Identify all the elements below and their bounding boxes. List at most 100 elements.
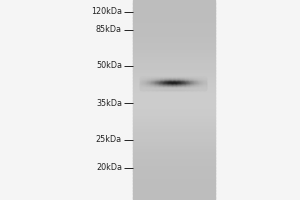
Bar (176, 80, 177, 81)
Bar (204, 86, 206, 87)
Bar (181, 87, 182, 88)
Bar (193, 79, 194, 80)
Bar (204, 88, 206, 89)
Bar (193, 86, 194, 87)
Bar (193, 82, 194, 84)
Bar (172, 82, 173, 83)
Bar (172, 87, 174, 88)
Bar (178, 86, 179, 87)
Bar (191, 77, 193, 78)
Bar (164, 81, 166, 82)
Bar (160, 78, 161, 79)
Bar (179, 83, 180, 84)
Bar (145, 80, 146, 81)
Bar (194, 87, 195, 88)
Bar (191, 85, 193, 86)
Bar (154, 78, 156, 79)
Bar (146, 79, 147, 80)
Bar (185, 83, 186, 84)
Bar (150, 80, 151, 81)
Bar (152, 83, 153, 84)
Bar (196, 86, 197, 87)
Bar (174, 84, 176, 85)
Bar (161, 78, 162, 79)
Bar (202, 87, 203, 88)
Bar (187, 81, 188, 82)
Bar (175, 88, 176, 90)
Bar (164, 86, 165, 87)
Bar (190, 88, 191, 89)
Bar (201, 83, 202, 84)
Bar (158, 85, 159, 86)
Bar (202, 84, 204, 85)
Bar (179, 80, 180, 81)
Bar (189, 88, 190, 89)
Bar (160, 82, 161, 83)
Bar (133, 173, 215, 178)
Bar (199, 82, 200, 83)
Bar (166, 78, 167, 79)
Bar (169, 80, 171, 81)
Bar (153, 87, 154, 88)
Bar (154, 85, 155, 86)
Bar (183, 82, 184, 84)
Bar (157, 88, 158, 90)
Bar (133, 77, 215, 81)
Bar (172, 80, 174, 81)
Bar (194, 81, 195, 82)
Bar (156, 86, 158, 87)
Bar (156, 81, 158, 82)
Bar (186, 82, 188, 84)
Bar (204, 84, 206, 85)
Bar (158, 84, 159, 85)
Bar (148, 82, 149, 84)
Bar (201, 85, 202, 86)
Bar (151, 86, 152, 87)
Bar (151, 85, 152, 86)
Bar (182, 79, 183, 80)
Bar (150, 87, 151, 88)
Bar (195, 82, 196, 84)
Bar (170, 85, 171, 86)
Bar (155, 84, 157, 85)
Bar (193, 81, 194, 82)
Bar (151, 88, 152, 90)
Bar (176, 84, 177, 85)
Bar (187, 81, 188, 82)
Bar (146, 88, 147, 90)
Bar (153, 88, 154, 89)
Bar (190, 85, 191, 86)
Bar (170, 78, 171, 79)
Bar (161, 88, 162, 89)
Bar (177, 77, 179, 78)
Bar (179, 87, 180, 88)
Bar (181, 78, 182, 79)
Bar (155, 78, 157, 79)
Bar (162, 79, 163, 80)
Bar (162, 78, 163, 79)
Bar (150, 86, 151, 87)
Bar (177, 88, 178, 89)
Bar (183, 84, 184, 85)
Bar (190, 84, 191, 85)
Bar (145, 88, 146, 90)
Bar (191, 81, 193, 82)
Bar (153, 86, 154, 87)
Bar (167, 78, 168, 79)
Bar (158, 85, 159, 86)
Bar (177, 80, 179, 81)
Bar (186, 88, 188, 90)
Bar (199, 87, 201, 88)
Bar (158, 81, 159, 82)
Bar (190, 79, 191, 80)
Bar (197, 84, 198, 85)
Bar (175, 79, 176, 80)
Bar (160, 88, 161, 89)
Bar (174, 78, 176, 79)
Bar (203, 87, 205, 88)
Bar (152, 85, 153, 86)
Bar (145, 79, 146, 80)
Bar (186, 81, 188, 82)
Bar (160, 82, 162, 83)
Bar (202, 79, 203, 80)
